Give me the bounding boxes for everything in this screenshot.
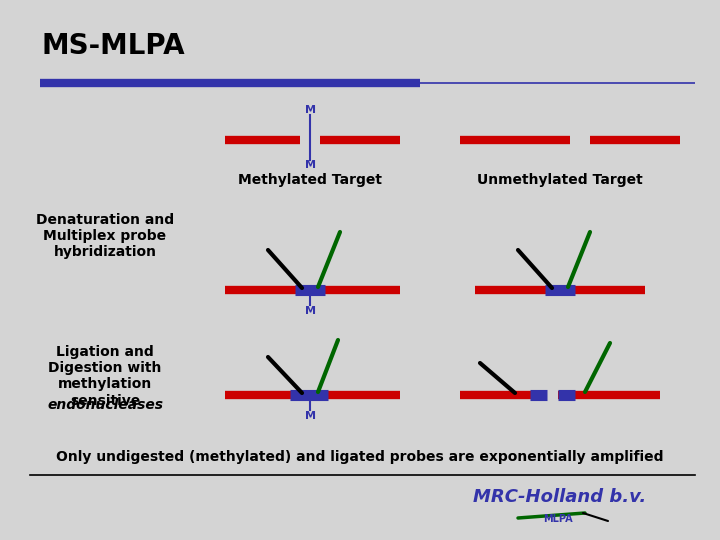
Text: MS-MLPA: MS-MLPA [42,32,186,60]
Text: Unmethylated Target: Unmethylated Target [477,173,643,187]
Text: M: M [305,160,315,170]
Text: M: M [305,306,315,316]
Text: MRC-Holland b.v.: MRC-Holland b.v. [473,488,647,506]
Text: MLPA: MLPA [543,514,573,524]
Text: Denaturation and
Multiplex probe
hybridization: Denaturation and Multiplex probe hybridi… [36,213,174,259]
Text: Ligation and
Digestion with
methylation
sensitive: Ligation and Digestion with methylation … [48,345,162,408]
Text: endonucleases: endonucleases [47,398,163,412]
Text: M: M [305,411,315,421]
Text: Only undigested (methylated) and ligated probes are exponentially amplified: Only undigested (methylated) and ligated… [56,450,664,464]
Text: M: M [305,105,315,115]
Text: Methylated Target: Methylated Target [238,173,382,187]
